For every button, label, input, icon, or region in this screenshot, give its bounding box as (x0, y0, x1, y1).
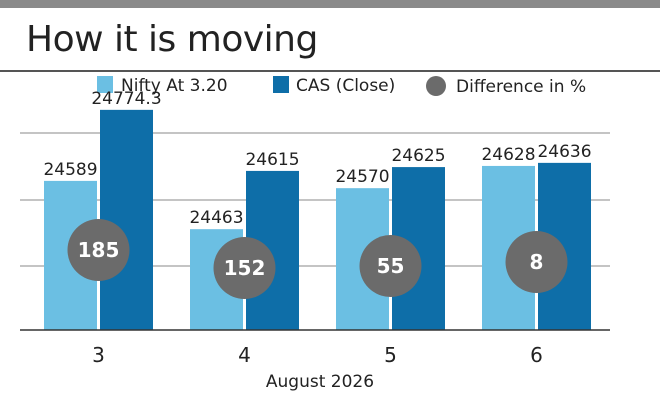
value-label-cas-4: 24615 (245, 150, 299, 170)
difference-circle-5 (359, 235, 422, 297)
difference-label-5: 55 (377, 254, 405, 278)
title-rule (0, 70, 660, 72)
legend-swatch-cas (273, 76, 289, 93)
x-tick-6: 6 (530, 343, 543, 367)
difference-label-3: 185 (78, 238, 120, 262)
legend-label-cas: CAS (Close) (296, 76, 395, 96)
difference-markers: 185 152 55 8 (67, 219, 568, 299)
legend-swatch-difference (426, 76, 446, 96)
value-label-nifty-6: 24628 (481, 145, 535, 165)
x-tick-5: 5 (384, 343, 397, 367)
value-label-cas-5: 24625 (391, 146, 445, 166)
legend: Nifty At 3.20 CAS (Close) Difference in … (97, 76, 586, 97)
legend-label-difference: Difference in % (456, 77, 586, 97)
difference-circle-6 (505, 231, 568, 293)
x-axis-label: August 2026 (266, 372, 374, 392)
legend-label-nifty: Nifty At 3.20 (121, 76, 228, 96)
x-tick-labels: 3 4 5 6 (92, 343, 543, 367)
difference-circle-3 (67, 219, 130, 281)
chart-title: How it is moving (26, 19, 318, 60)
x-tick-3: 3 (92, 343, 105, 367)
value-label-cas-6: 24636 (537, 142, 591, 162)
legend-swatch-nifty (97, 76, 113, 93)
value-label-cas-3: 24774.3 (91, 89, 161, 109)
difference-label-6: 8 (530, 250, 544, 274)
value-label-nifty-5: 24570 (335, 167, 389, 187)
value-label-nifty-4: 24463 (189, 208, 243, 228)
top-bar (0, 0, 660, 8)
difference-circle-4 (213, 237, 276, 299)
bar-cas-3 (100, 109, 153, 330)
difference-label-4: 152 (224, 256, 266, 280)
bars (44, 109, 591, 330)
x-tick-4: 4 (238, 343, 251, 367)
value-label-nifty-3: 24589 (43, 160, 97, 180)
